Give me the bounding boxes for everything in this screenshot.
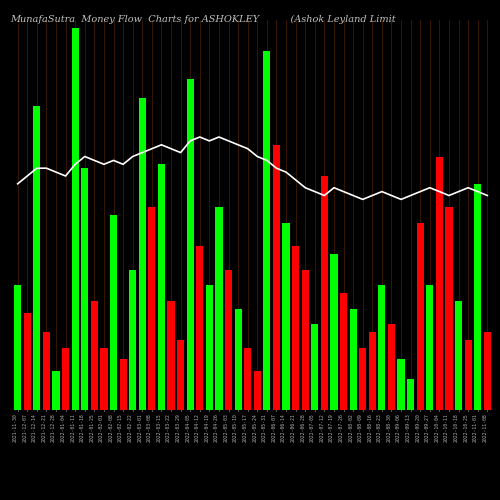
Bar: [474, 184, 482, 410]
Bar: [416, 223, 424, 410]
Bar: [388, 324, 395, 410]
Bar: [378, 285, 386, 410]
Bar: [407, 379, 414, 410]
Bar: [14, 285, 22, 410]
Bar: [52, 371, 60, 410]
Bar: [33, 106, 40, 410]
Bar: [302, 270, 309, 410]
Text: MunafaSutra  Money Flow  Charts for ASHOKLEY          (Ashok Leyland Limit: MunafaSutra Money Flow Charts for ASHOKL…: [10, 15, 396, 24]
Bar: [340, 293, 347, 410]
Bar: [72, 28, 79, 410]
Bar: [368, 332, 376, 410]
Bar: [234, 308, 242, 410]
Bar: [254, 371, 261, 410]
Bar: [484, 332, 491, 410]
Bar: [177, 340, 184, 410]
Bar: [100, 348, 107, 410]
Bar: [273, 145, 280, 410]
Bar: [282, 223, 290, 410]
Bar: [398, 360, 404, 410]
Bar: [446, 207, 452, 410]
Bar: [436, 156, 443, 410]
Bar: [292, 246, 299, 410]
Bar: [216, 207, 222, 410]
Bar: [158, 164, 165, 410]
Bar: [225, 270, 232, 410]
Bar: [138, 98, 146, 410]
Bar: [206, 285, 213, 410]
Bar: [264, 51, 270, 410]
Bar: [330, 254, 338, 410]
Bar: [24, 312, 31, 410]
Bar: [426, 285, 434, 410]
Bar: [168, 301, 174, 410]
Bar: [455, 301, 462, 410]
Bar: [196, 246, 203, 410]
Bar: [321, 176, 328, 410]
Bar: [43, 332, 50, 410]
Bar: [81, 168, 88, 410]
Bar: [311, 324, 318, 410]
Bar: [464, 340, 472, 410]
Bar: [62, 348, 69, 410]
Bar: [91, 301, 98, 410]
Bar: [120, 360, 126, 410]
Bar: [148, 207, 156, 410]
Bar: [186, 78, 194, 410]
Bar: [359, 348, 366, 410]
Bar: [129, 270, 136, 410]
Bar: [244, 348, 252, 410]
Bar: [110, 215, 117, 410]
Bar: [350, 308, 356, 410]
